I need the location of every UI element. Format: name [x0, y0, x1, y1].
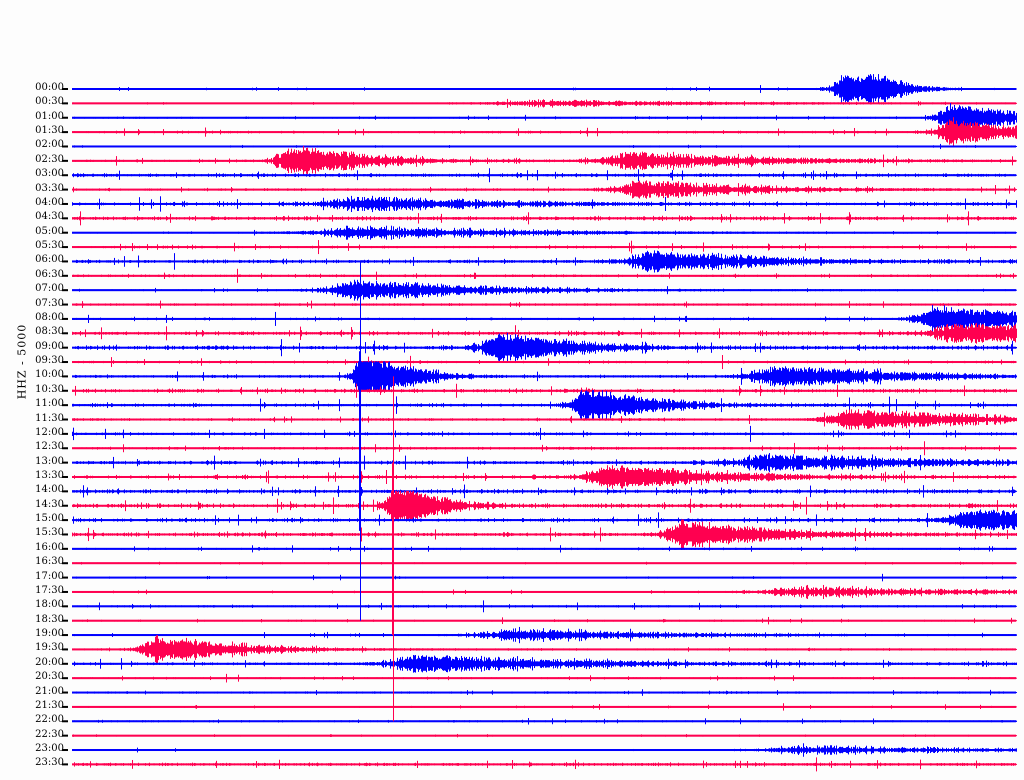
time-label: 12:30 [35, 441, 64, 453]
time-label: 17:30 [35, 584, 64, 596]
time-label: 04:30 [35, 211, 64, 223]
time-label: 04:00 [35, 196, 64, 208]
time-label: 23:30 [35, 757, 64, 769]
time-label: 21:30 [35, 699, 64, 711]
time-label: 00:00 [35, 82, 64, 93]
time-axis-labels: 00:00 00:30 01:00 01:30 02:00 02:30 03:00 03:30… [0, 0, 70, 780]
time-label: 03:30 [35, 182, 64, 194]
time-label: 15:30 [35, 527, 64, 539]
time-label: 07:30 [35, 297, 64, 309]
time-label: 16:00 [35, 541, 64, 553]
time-label: 09:00 [35, 340, 64, 352]
time-label: 08:30 [35, 326, 64, 338]
time-label: 01:00 [35, 110, 64, 122]
time-label: 21:00 [35, 685, 64, 697]
time-label: 00:30 [35, 96, 64, 108]
time-label: 18:00 [35, 599, 64, 611]
time-label: 22:30 [35, 728, 64, 740]
time-label: 07:00 [35, 283, 64, 295]
time-label: 11:30 [35, 412, 64, 424]
time-label: 23:00 [35, 743, 64, 755]
time-label: 05:30 [35, 240, 64, 252]
time-label: 02:30 [35, 153, 64, 165]
time-label: 10:30 [35, 383, 64, 395]
time-label: 09:30 [35, 355, 64, 367]
time-label: 18:30 [35, 613, 64, 625]
time-label: 17:00 [35, 570, 64, 582]
time-label: 03:00 [35, 168, 64, 180]
time-label: 20:00 [35, 656, 64, 668]
time-label: 10:00 [35, 369, 64, 381]
time-label: 01:30 [35, 125, 64, 137]
time-label: 20:30 [35, 671, 64, 683]
time-label: 13:30 [35, 469, 64, 481]
time-label: 13:00 [35, 455, 64, 467]
time-label: 02:00 [35, 139, 64, 151]
time-label: 06:30 [35, 268, 64, 280]
time-label: 08:00 [35, 311, 64, 323]
time-label: 16:30 [35, 556, 64, 568]
time-label: 12:00 [35, 426, 64, 438]
time-label: 06:00 [35, 254, 64, 266]
time-label: 05:00 [35, 225, 64, 237]
time-label: 19:00 [35, 628, 64, 640]
time-label: 11:00 [35, 398, 64, 410]
time-label: 15:00 [35, 513, 64, 525]
time-label: 14:30 [35, 498, 64, 510]
time-label: 22:00 [35, 714, 64, 726]
time-label: 14:00 [35, 484, 64, 496]
time-label: 19:30 [35, 642, 64, 654]
